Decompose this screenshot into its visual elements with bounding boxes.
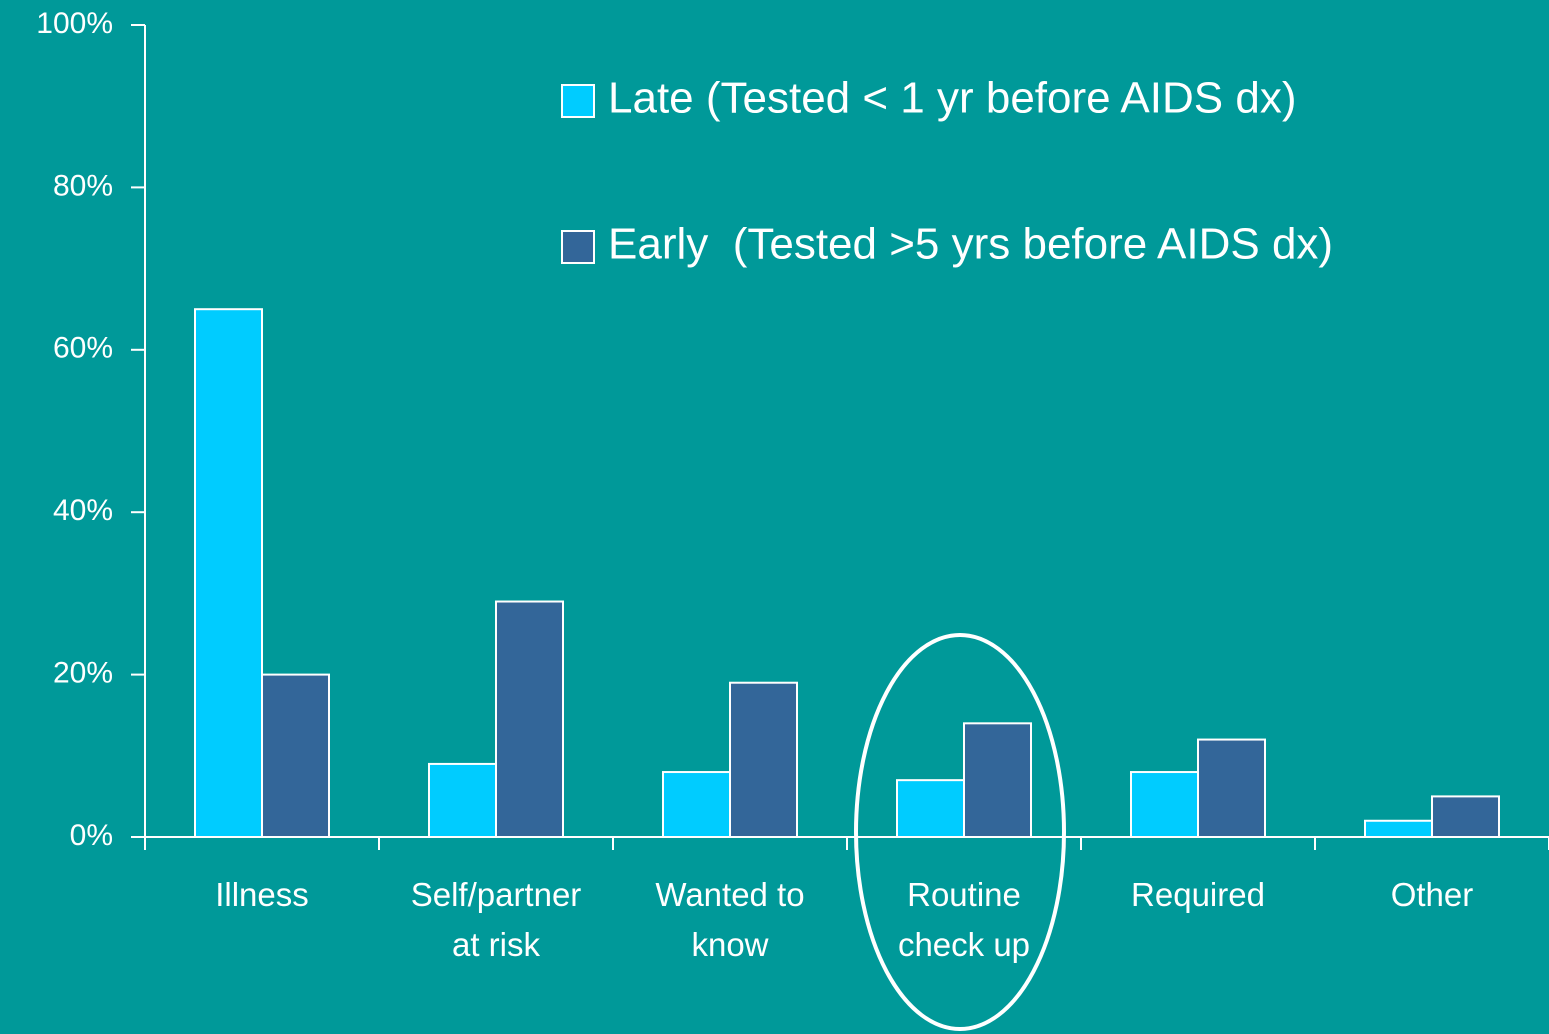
highlight-ellipse xyxy=(854,633,1066,1031)
bar xyxy=(194,308,263,838)
x-tick-label: Wanted to know xyxy=(655,876,805,963)
y-tick-label: 40% xyxy=(53,494,113,527)
x-tick-label: Routine check up xyxy=(897,876,1031,963)
x-tick-label: Self/partner at risk xyxy=(410,876,582,963)
bar xyxy=(1197,738,1266,838)
legend-label: Early (Tested >5 yrs before AIDS dx) xyxy=(608,220,1333,269)
bar xyxy=(261,673,330,838)
y-tick-label: 80% xyxy=(53,169,113,202)
x-tick-label: Required xyxy=(1131,876,1265,913)
y-tick-label: 20% xyxy=(53,657,113,690)
bar xyxy=(1431,795,1500,839)
x-tick-label: Other xyxy=(1390,876,1474,913)
x-tick-label: Illness xyxy=(215,876,309,913)
bar xyxy=(963,722,1032,839)
legend-swatch xyxy=(561,84,595,118)
y-tick-label: 0% xyxy=(70,819,113,852)
bar xyxy=(1364,819,1433,839)
bar xyxy=(896,779,965,838)
bar xyxy=(428,762,497,838)
legend-swatch xyxy=(561,230,595,264)
bar xyxy=(662,771,731,838)
bar xyxy=(495,600,564,839)
y-tick-label: 100% xyxy=(36,7,113,40)
bar xyxy=(729,681,798,838)
y-tick-label: 60% xyxy=(53,332,113,365)
bar xyxy=(1130,771,1199,838)
legend-label: Late (Tested < 1 yr before AIDS dx) xyxy=(608,74,1296,123)
